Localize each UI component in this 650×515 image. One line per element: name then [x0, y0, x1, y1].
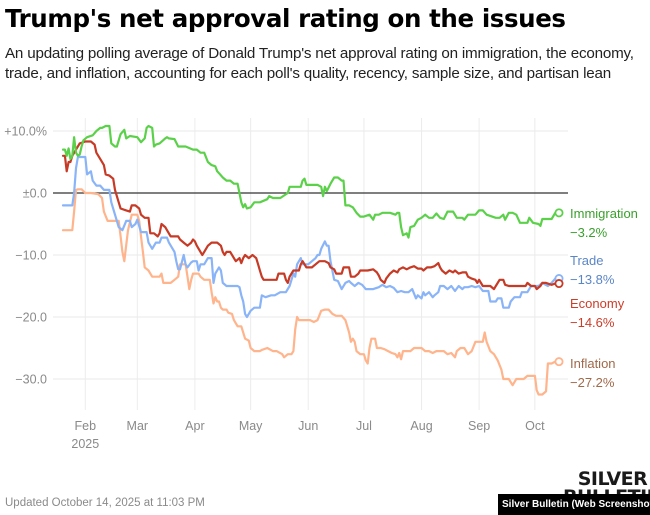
x-tick-label: May: [239, 419, 263, 433]
x-tick-label: Aug: [410, 419, 432, 433]
x-tick-label: Jun: [298, 419, 318, 433]
series-value-trade: −13.8%: [570, 272, 615, 287]
x-tick-label: Apr: [185, 419, 204, 433]
x-tick-label: Oct: [525, 419, 545, 433]
series-line-immigration: [61, 124, 561, 239]
series-value-inflation: −27.2%: [570, 375, 615, 390]
y-tick-label: +10.0%: [4, 125, 47, 139]
series-line-economy: [61, 140, 561, 291]
x-axis-ticks: Feb 2025 Mar Apr May Jun Jul Aug Sep Oct: [71, 419, 545, 451]
x-tick-label: Jul: [356, 419, 372, 433]
series-end-marker-economy: [554, 279, 564, 289]
series-label-immigration: Immigration: [570, 206, 638, 221]
y-tick-label: ±0.0: [23, 187, 47, 201]
y-tick-label: −30.0: [15, 373, 47, 387]
series-label-economy: Economy: [570, 296, 625, 311]
series-value-immigration: −3.2%: [570, 225, 608, 240]
line-chart: +10.0% ±0.0 −10.0 −20.0 −30.0 Feb 2025 Mar Apr M…: [4, 118, 638, 451]
series-label-trade: Trade: [570, 253, 603, 268]
chart-title: Trump's net approval rating on the issue…: [5, 4, 566, 33]
y-tick-label: −20.0: [15, 311, 47, 325]
silver-bulletin-logo: SILVER BULLETIN: [563, 468, 650, 498]
x-tick-sublabel: 2025: [71, 437, 99, 451]
series-end-marker-immigration: [554, 208, 564, 218]
series-end-marker-inflation: [554, 357, 564, 367]
x-tick-label: Feb: [75, 419, 97, 433]
x-tick-label: Sep: [468, 419, 490, 433]
chart-subtitle: An updating polling average of Donald Tr…: [5, 45, 634, 82]
gridlines: [53, 118, 568, 410]
series-lines: [61, 124, 564, 396]
y-axis-ticks: +10.0% ±0.0 −10.0 −20.0 −30.0: [4, 125, 47, 387]
logo-line-1: SILVER: [577, 468, 648, 490]
y-tick-label: −10.0: [15, 249, 47, 263]
series-line-inflation: [61, 188, 561, 396]
series-end-labels: Immigration −3.2% Trade −13.8% Economy −14.6%…: [570, 206, 638, 390]
updated-timestamp: Updated October 14, 2025 at 11:03 PM: [5, 497, 205, 509]
series-value-economy: −14.6%: [570, 315, 615, 330]
series-label-inflation: Inflation: [570, 356, 616, 371]
x-tick-label: Mar: [127, 419, 149, 433]
image-credit: Silver Bulletin (Web Screenshot): [498, 494, 650, 515]
logo-line-2: BULLETIN: [563, 488, 650, 497]
